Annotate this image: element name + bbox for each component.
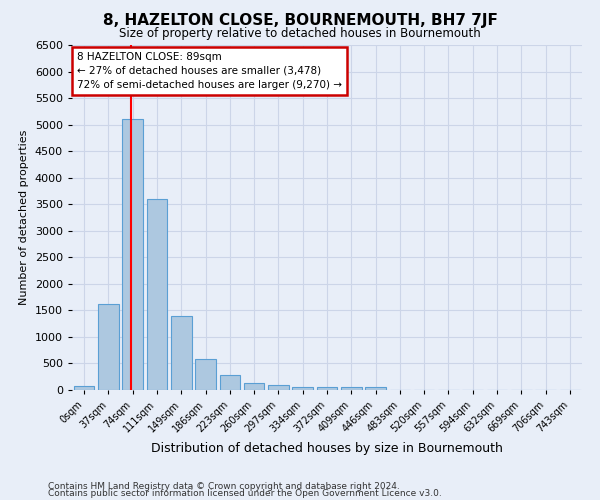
Bar bbox=[365, 387, 386, 390]
Bar bbox=[244, 382, 265, 390]
Bar bbox=[317, 387, 337, 390]
Bar bbox=[268, 386, 289, 390]
Bar bbox=[122, 120, 143, 390]
Text: Size of property relative to detached houses in Bournemouth: Size of property relative to detached ho… bbox=[119, 28, 481, 40]
Bar bbox=[195, 360, 216, 390]
Text: 8 HAZELTON CLOSE: 89sqm
← 27% of detached houses are smaller (3,478)
72% of semi: 8 HAZELTON CLOSE: 89sqm ← 27% of detache… bbox=[77, 52, 342, 90]
Bar bbox=[98, 304, 119, 390]
Bar bbox=[220, 374, 240, 390]
Text: 8, HAZELTON CLOSE, BOURNEMOUTH, BH7 7JF: 8, HAZELTON CLOSE, BOURNEMOUTH, BH7 7JF bbox=[103, 12, 497, 28]
X-axis label: Distribution of detached houses by size in Bournemouth: Distribution of detached houses by size … bbox=[151, 442, 503, 456]
Text: Contains HM Land Registry data © Crown copyright and database right 2024.: Contains HM Land Registry data © Crown c… bbox=[48, 482, 400, 491]
Bar bbox=[292, 387, 313, 390]
Bar bbox=[341, 387, 362, 390]
Bar bbox=[171, 316, 191, 390]
Y-axis label: Number of detached properties: Number of detached properties bbox=[19, 130, 29, 305]
Bar bbox=[146, 199, 167, 390]
Text: Contains public sector information licensed under the Open Government Licence v3: Contains public sector information licen… bbox=[48, 489, 442, 498]
Bar bbox=[74, 386, 94, 390]
